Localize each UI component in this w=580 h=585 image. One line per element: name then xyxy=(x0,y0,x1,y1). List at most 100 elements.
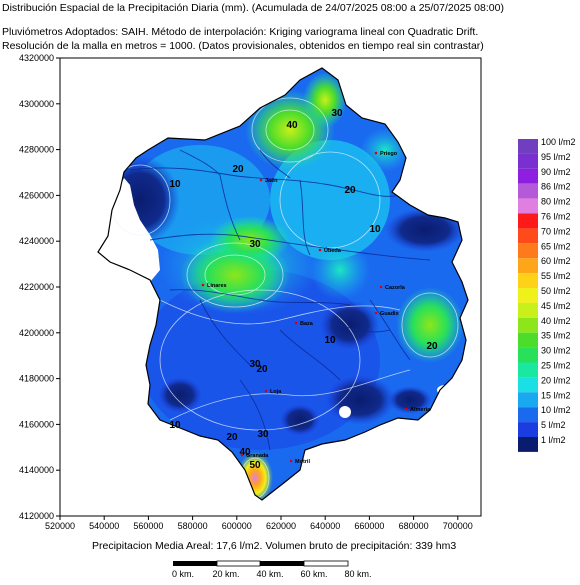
contour-label: 10 xyxy=(369,224,381,235)
place-label: Motril xyxy=(295,459,310,465)
place-label: Cazorla xyxy=(385,285,406,291)
legend-swatch xyxy=(518,183,538,199)
resolution-description: Resolución de la malla en metros = 1000.… xyxy=(2,40,484,52)
legend-label: 10 l/m2 xyxy=(541,405,571,415)
place-label: Priego xyxy=(380,151,398,157)
legend-swatch xyxy=(518,139,538,154)
legend-swatch xyxy=(518,392,538,408)
legend-label: 25 l/m2 xyxy=(541,361,571,371)
place-marker xyxy=(318,248,322,252)
place-marker xyxy=(240,453,244,457)
y-tick-label: 4120000 xyxy=(19,511,54,521)
legend-swatch xyxy=(518,317,538,333)
legend-label: 15 l/m2 xyxy=(541,390,571,400)
legend-swatch xyxy=(518,437,538,452)
map-title: Distribución Espacial de la Precipitació… xyxy=(2,2,504,14)
place-marker xyxy=(201,283,205,287)
place-label: Baza xyxy=(300,321,314,327)
legend-swatch xyxy=(518,198,538,214)
legend-swatch xyxy=(518,377,538,393)
place-marker xyxy=(374,311,378,315)
legend-label: 90 l/m2 xyxy=(541,167,571,177)
scale-label: 0 km. xyxy=(172,569,194,579)
contour-label: 30 xyxy=(249,239,261,250)
scale-label: 60 km. xyxy=(300,569,327,579)
legend-label: 70 l/m2 xyxy=(541,226,571,236)
place-label: Linares xyxy=(207,283,227,289)
areal-precipitation-summary: Precipitacion Media Areal: 17,6 l/m2. Vo… xyxy=(92,540,457,552)
x-tick-label: 660000 xyxy=(354,521,384,531)
legend-label: 55 l/m2 xyxy=(541,271,571,281)
legend-label: 65 l/m2 xyxy=(541,241,571,251)
scale-label: 80 km. xyxy=(344,569,371,579)
legend-label: 50 l/m2 xyxy=(541,286,571,296)
legend-swatch xyxy=(518,332,538,348)
legend-swatch xyxy=(518,302,538,318)
place-label: Granada xyxy=(246,453,269,459)
legend-label: 30 l/m2 xyxy=(541,346,571,356)
place-marker xyxy=(374,151,378,155)
legend-label: 76 l/m2 xyxy=(541,212,571,222)
legend-swatch xyxy=(518,228,538,244)
contour-label: 10 xyxy=(169,179,181,190)
legend-label: 80 l/m2 xyxy=(541,197,571,207)
method-description: Pluviómetros Adoptados: SAIH. Método de … xyxy=(2,26,479,38)
legend-label: 86 l/m2 xyxy=(541,182,571,192)
place-label: Almería xyxy=(410,407,431,413)
legend-swatch xyxy=(518,288,538,303)
contour-label: 10 xyxy=(169,420,181,431)
legend-label: 100 l/m2 xyxy=(541,137,576,147)
y-tick-label: 4300000 xyxy=(19,99,54,109)
legend-swatch xyxy=(518,243,538,259)
legend-swatch xyxy=(518,273,538,288)
y-tick-label: 4140000 xyxy=(19,465,54,475)
x-tick-label: 560000 xyxy=(133,521,163,531)
contour-label: 30 xyxy=(257,429,269,440)
legend-label: 1 l/m2 xyxy=(541,435,566,445)
contour-label: 50 xyxy=(249,460,261,471)
contour-label: 30 xyxy=(331,108,343,119)
x-tick-label: 540000 xyxy=(89,521,119,531)
contour-label: 20 xyxy=(344,185,356,196)
place-marker xyxy=(404,407,408,411)
place-marker xyxy=(259,178,263,182)
legend-swatch xyxy=(518,422,538,437)
x-tick-label: 600000 xyxy=(222,521,252,531)
basin-boundary xyxy=(97,67,469,501)
y-tick-label: 4160000 xyxy=(19,419,54,429)
contour-label: 20 xyxy=(226,432,238,443)
y-tick-label: 4180000 xyxy=(19,374,54,384)
legend-label: 40 l/m2 xyxy=(541,316,571,326)
legend-swatch xyxy=(518,213,538,229)
legend-label: 45 l/m2 xyxy=(541,301,571,311)
y-tick-label: 4220000 xyxy=(19,282,54,292)
legend-swatch xyxy=(518,168,538,184)
legend-label: 5 l/m2 xyxy=(541,420,566,430)
place-label: Guadix xyxy=(380,311,400,317)
x-tick-label: 640000 xyxy=(310,521,340,531)
y-tick-label: 4260000 xyxy=(19,190,54,200)
place-label: Úbeda xyxy=(324,247,342,254)
y-tick-label: 4200000 xyxy=(19,328,54,338)
legend-swatch xyxy=(518,407,538,423)
legend-label: 35 l/m2 xyxy=(541,331,571,341)
legend-swatch xyxy=(518,347,538,363)
contour-label: 20 xyxy=(232,164,244,175)
contour-label: 40 xyxy=(239,447,251,458)
legend-swatch xyxy=(518,362,538,378)
scale-label: 40 km. xyxy=(256,569,283,579)
contour-label: 20 xyxy=(426,341,438,352)
place-marker xyxy=(264,389,268,393)
place-marker xyxy=(379,285,383,289)
contour-label: 20 xyxy=(256,364,268,375)
scale-label: 20 km. xyxy=(212,569,239,579)
place-label: Loja xyxy=(270,389,282,395)
y-tick-label: 4320000 xyxy=(19,53,54,63)
place-marker xyxy=(289,459,293,463)
contour-label: 10 xyxy=(324,335,336,346)
x-tick-label: 700000 xyxy=(443,521,473,531)
scale-bar: 0 km. 20 km. 40 km. 60 km. 80 km. xyxy=(172,560,372,579)
y-tick-label: 4240000 xyxy=(19,236,54,246)
x-tick-label: 620000 xyxy=(266,521,296,531)
